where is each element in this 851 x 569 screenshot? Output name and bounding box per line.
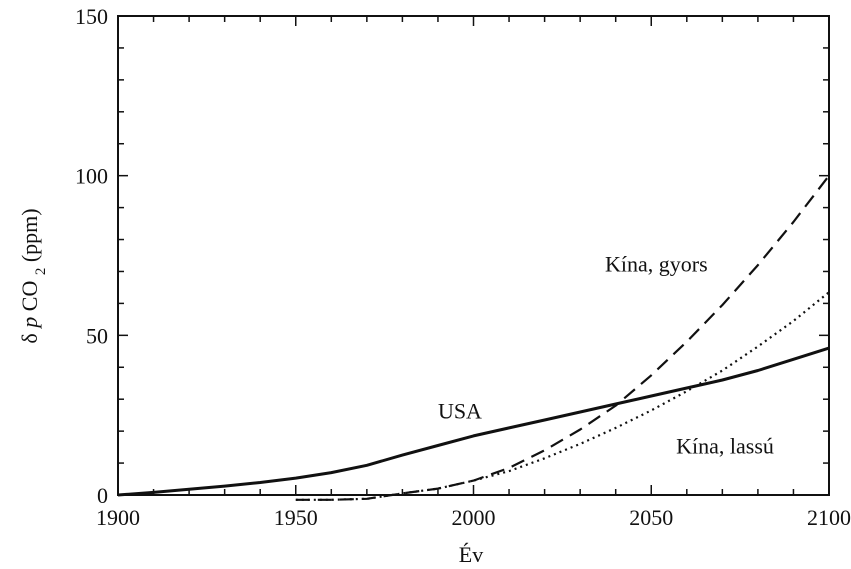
y-axis-title-p: p [17, 317, 42, 330]
series-label: Kína, lassú [676, 433, 774, 458]
y-tick-label: 0 [97, 483, 108, 508]
x-tick-label: 2050 [629, 505, 673, 530]
axis-ticks: 1900 1950 2000 2050 2100 0 50 100 150 [75, 4, 851, 530]
series-label: USA [438, 398, 482, 423]
y-tick-label: 150 [75, 4, 108, 29]
y-tick-label: 50 [86, 323, 108, 348]
y-axis-title-subscript: 2 [33, 268, 49, 276]
x-tick-label: 2100 [807, 505, 851, 530]
y-axis-title-co: CO [17, 281, 42, 312]
y-axis-title-unit: (ppm) [17, 208, 42, 262]
series-layer [117, 175, 830, 501]
series-line-solid [117, 346, 830, 497]
x-tick-label: 1950 [274, 505, 318, 530]
y-tick-label: 100 [75, 164, 108, 189]
x-tick-label: 2000 [452, 505, 496, 530]
series-line-dotted [295, 291, 830, 501]
series-label: Kína, gyors [605, 251, 708, 276]
x-tick-label: 1900 [96, 505, 140, 530]
y-axis-title: δ p CO 2 (ppm) [17, 208, 49, 343]
labels-layer: USA Kína, gyors Kína, lassú [438, 251, 774, 458]
x-axis-title: Év [459, 542, 483, 567]
y-axis-title-delta: δ [17, 333, 42, 343]
series-line-dashed [295, 175, 830, 501]
